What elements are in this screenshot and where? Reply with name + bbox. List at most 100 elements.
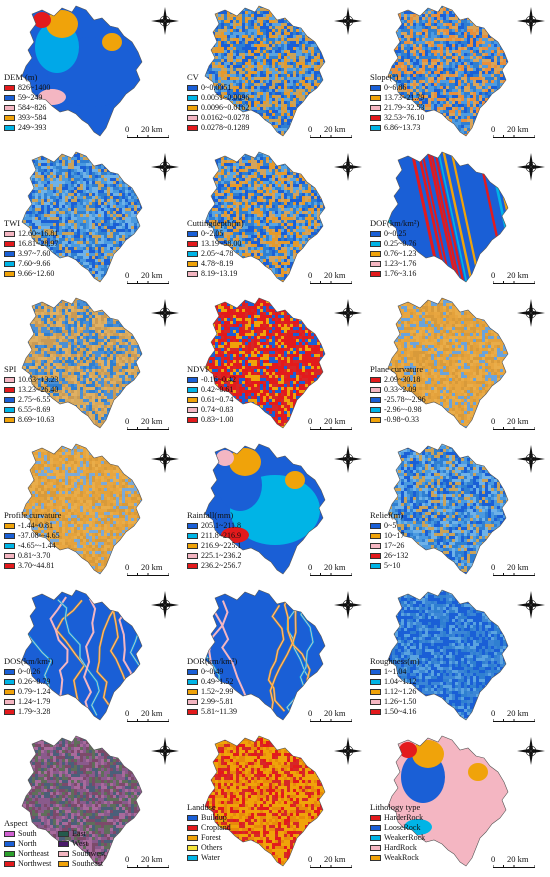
scale-bar-line <box>493 427 535 430</box>
legend-swatch <box>187 815 198 821</box>
legend-swatch <box>370 115 381 121</box>
legend-item: Northwest <box>4 859 56 869</box>
legend-item: 0.83~1.00 <box>187 415 236 425</box>
compass-rose <box>150 298 180 328</box>
legend-swatch <box>187 669 198 675</box>
compass-rose <box>150 590 180 620</box>
legend-label: South <box>18 829 37 839</box>
legend-swatch <box>187 709 198 715</box>
legend-label: -37.08~-4.65 <box>18 531 60 541</box>
legend-swatch <box>4 105 15 111</box>
legend-label: 0.81~3.70 <box>18 551 50 561</box>
legend-item: 1.24~1.79 <box>4 697 53 707</box>
legend-item: 8.19~13.19 <box>187 269 244 279</box>
legend-swatch <box>4 115 15 121</box>
legend-item: Cropland <box>187 823 231 833</box>
legend-item: 0~0.0051 <box>187 83 249 93</box>
scale-bar-line <box>127 427 169 430</box>
legend-swatch <box>4 397 15 403</box>
legend-item: -0.16~0.42 <box>187 375 236 385</box>
legend-swatch <box>187 271 198 277</box>
legend-item: 2.09~30.18 <box>370 375 426 385</box>
legend-item: East <box>58 829 110 839</box>
legend-swatch <box>4 85 15 91</box>
legend-item: 1.12~1.26 <box>370 687 420 697</box>
legend-item: 0~0.49 <box>187 667 237 677</box>
legend-label: 0.83~1.00 <box>201 415 233 425</box>
scale-distance-label: 20 km <box>141 854 163 864</box>
legend-label: WeakerRock <box>384 833 425 843</box>
north-arrow-icon <box>516 444 546 474</box>
legend-label: 0~0.0051 <box>201 83 231 93</box>
legend-swatch <box>4 563 15 569</box>
legend-label: Buildup <box>201 813 227 823</box>
compass-rose <box>333 152 363 182</box>
legend-label: Southeast <box>72 859 103 869</box>
north-arrow-icon <box>333 152 363 182</box>
legend-swatch <box>370 523 381 529</box>
legend-label: 3.70~44.81 <box>18 561 54 571</box>
scale-zero-label: 0 <box>125 124 129 134</box>
north-arrow-icon <box>333 298 363 328</box>
legend-swatch <box>4 689 15 695</box>
legend-item: LooseRock <box>370 823 425 833</box>
legend-swatch <box>370 815 381 821</box>
legend-label: 1.24~1.79 <box>18 697 50 707</box>
legend-swatch <box>370 835 381 841</box>
legend-label: -2.96~-0.98 <box>384 405 422 415</box>
legend-swatch <box>187 241 198 247</box>
scale-distance-label: 20 km <box>141 270 163 280</box>
scale-bar: 0 20 km <box>125 854 183 872</box>
legend-swatch <box>4 271 15 277</box>
legend-swatch <box>187 397 198 403</box>
legend-swatch <box>4 125 15 131</box>
legend-swatch <box>4 669 15 675</box>
legend-label: North <box>18 839 37 849</box>
legend-label: 0.25~0.76 <box>384 239 416 249</box>
legend-item: 9.66~12.60 <box>4 269 58 279</box>
legend-item: Buildup <box>187 813 231 823</box>
legend-item: 0.33~2.09 <box>370 385 426 395</box>
scale-bar-line <box>127 719 169 722</box>
legend-swatch <box>370 533 381 539</box>
legend-item: 1.04~1.12 <box>370 677 420 687</box>
legend-item: 249~393 <box>4 123 50 133</box>
legend-label: LooseRock <box>384 823 420 833</box>
scale-zero-label: 0 <box>125 416 129 426</box>
compass-rose <box>516 152 546 182</box>
legend-item: -4.65~-1.44 <box>4 541 61 551</box>
legend-label: 211.8~216.9 <box>201 531 241 541</box>
scale-zero-label: 0 <box>125 854 129 864</box>
legend-label: 59~249 <box>18 93 42 103</box>
legend-item: 4.78~8.19 <box>187 259 244 269</box>
legend-swatch <box>187 261 198 267</box>
north-arrow-icon <box>516 152 546 182</box>
legend-label: HardRock <box>384 843 417 853</box>
legend-title: Relief(m) <box>370 510 408 520</box>
legend-label: 826~1400 <box>18 83 50 93</box>
legend-label: Northwest <box>18 859 51 869</box>
legend-swatch <box>370 95 381 101</box>
legend-title: Lithology type <box>370 802 425 812</box>
scale-bar-line <box>127 135 169 138</box>
legend-label: 13.23~26.40 <box>18 385 58 395</box>
legend-title: DOR(km/km²) <box>187 656 237 666</box>
legend-label: 32.53~76.10 <box>384 113 424 123</box>
legend-item: 0.81~3.70 <box>4 551 61 561</box>
legend-title: Rainfall(mm) <box>187 510 241 520</box>
legend-swatch <box>370 553 381 559</box>
legend-label: 249~393 <box>18 123 46 133</box>
